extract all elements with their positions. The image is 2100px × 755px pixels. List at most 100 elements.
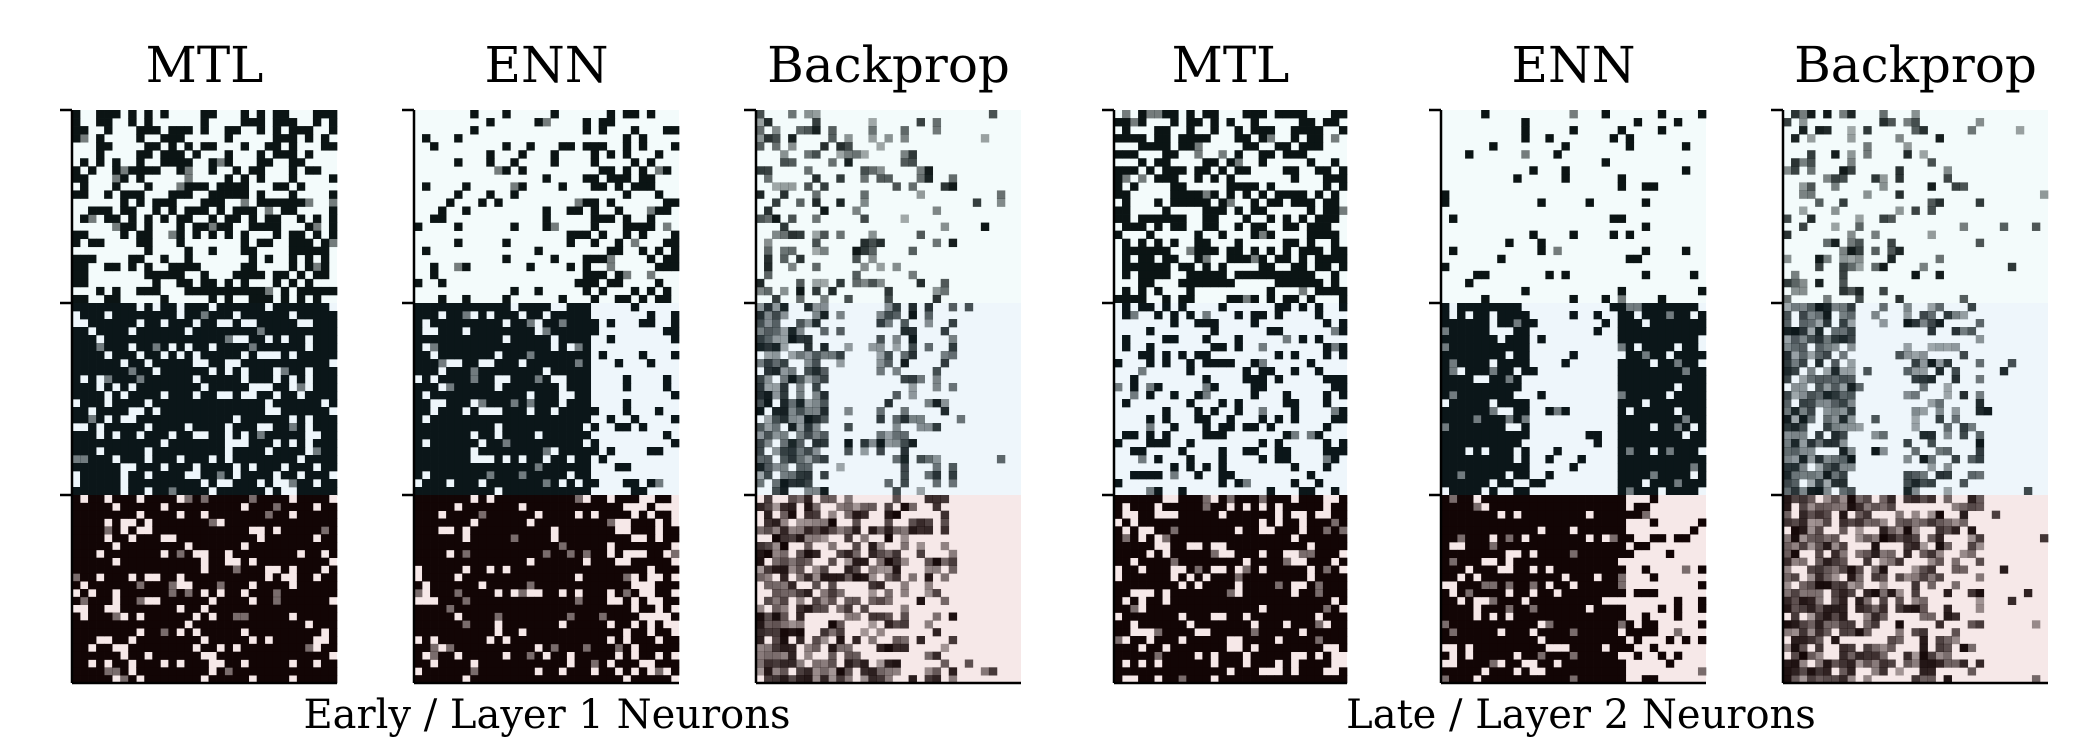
heatmap-cell — [647, 503, 655, 511]
heatmap-cell — [112, 166, 120, 174]
heatmap-cell — [414, 367, 422, 375]
heatmap-cell — [901, 581, 909, 589]
heatmap-cell — [1339, 182, 1347, 190]
heatmap-cell — [446, 463, 454, 471]
heatmap-cell — [615, 359, 623, 367]
heatmap-cell — [567, 335, 575, 343]
heatmap-cell — [217, 558, 225, 566]
heatmap-cell — [281, 455, 289, 463]
heatmap-cell — [756, 455, 764, 463]
heatmap-cell — [88, 343, 96, 351]
heatmap-cell — [1194, 503, 1202, 511]
heatmap-cell — [249, 519, 257, 527]
heatmap-cell — [289, 335, 297, 343]
heatmap-cell — [257, 487, 265, 495]
heatmap-cell — [96, 471, 104, 479]
heatmap-cell — [1138, 118, 1146, 126]
heatmap-cell — [1226, 359, 1234, 367]
heatmap-cell — [88, 375, 96, 383]
heatmap-cell — [764, 423, 772, 431]
heatmap-cell — [567, 423, 575, 431]
heatmap-cell — [631, 158, 639, 166]
heatmap-cell — [917, 415, 925, 423]
heatmap-cell — [96, 558, 104, 566]
heatmap-cell — [289, 303, 297, 311]
heatmap-cell — [949, 383, 957, 391]
panel-enn-2: ENN — [402, 36, 679, 683]
heatmap-cell — [257, 431, 265, 439]
heatmap-cell — [112, 367, 120, 375]
heatmap-cell — [542, 495, 550, 503]
heatmap-cell — [454, 311, 462, 319]
heatmap-cell — [1162, 581, 1170, 589]
heatmap-cell — [1170, 558, 1178, 566]
heatmap-cell — [225, 487, 233, 495]
heatmap-cell — [1291, 174, 1299, 182]
heatmap-cell — [796, 198, 804, 206]
heatmap-cell — [1339, 391, 1347, 399]
heatmap-cell — [901, 351, 909, 359]
heatmap-cell — [446, 375, 454, 383]
heatmap-cell — [1146, 660, 1154, 668]
heatmap-cell — [478, 526, 486, 534]
heatmap-cell — [152, 534, 160, 542]
heatmap-cell — [128, 511, 136, 519]
heatmap-cell — [249, 534, 257, 542]
heatmap-cell — [160, 605, 168, 613]
heatmap-cell — [1202, 613, 1210, 621]
heatmap-cell — [567, 399, 575, 407]
heatmap-cell — [486, 118, 494, 126]
heatmap-cell — [321, 644, 329, 652]
heatmap-cell — [136, 534, 144, 542]
heatmap-cell — [812, 597, 820, 605]
heatmap-cell — [1267, 589, 1275, 597]
heatmap-cell — [639, 542, 647, 550]
heatmap-cell — [321, 620, 329, 628]
heatmap-cell — [893, 431, 901, 439]
heatmap-cell — [820, 207, 828, 215]
heatmap-cell — [430, 542, 438, 550]
heatmap-cell — [534, 581, 542, 589]
heatmap-cell — [1194, 198, 1202, 206]
heatmap-cell — [599, 628, 607, 636]
heatmap-cell — [639, 573, 647, 581]
heatmap-cell — [510, 407, 518, 415]
heatmap-cell — [591, 652, 599, 660]
heatmap-cell — [494, 581, 502, 589]
heatmap-cell — [200, 660, 208, 668]
heatmap-cell — [526, 542, 534, 550]
heatmap-cell — [1226, 534, 1234, 542]
heatmap-cell — [828, 287, 836, 295]
heatmap-cell — [297, 667, 305, 675]
heatmap-cell — [1545, 134, 1553, 142]
heatmap-cell — [1323, 613, 1331, 621]
heatmap-cell — [756, 399, 764, 407]
heatmap-cell — [144, 335, 152, 343]
heatmap-cell — [780, 636, 788, 644]
heatmap-cell — [72, 503, 80, 511]
heatmap-cell — [265, 415, 273, 423]
heatmap-cell — [184, 511, 192, 519]
heatmap-cell — [1210, 319, 1218, 327]
heatmap-cell — [788, 455, 796, 463]
heatmap-cell — [257, 439, 265, 447]
heatmap-cell — [1267, 644, 1275, 652]
heatmap-cell — [136, 239, 144, 247]
heatmap-cell — [583, 287, 591, 295]
heatmap-cell — [526, 613, 534, 621]
heatmap-cell — [168, 589, 176, 597]
heatmap-cell — [1569, 110, 1577, 118]
heatmap-cell — [756, 660, 764, 668]
heatmap-cell — [901, 503, 909, 511]
heatmap-cell — [1202, 542, 1210, 550]
heatmap-cell — [526, 534, 534, 542]
heatmap-cell — [96, 605, 104, 613]
heatmap-cell — [168, 263, 176, 271]
heatmap-cell — [510, 375, 518, 383]
heatmap-cell — [518, 439, 526, 447]
heatmap-cell — [1275, 110, 1283, 118]
heatmap-cell — [551, 667, 559, 675]
heatmap-cell — [422, 644, 430, 652]
heatmap-cell — [510, 526, 518, 534]
heatmap-cell — [1315, 223, 1323, 231]
